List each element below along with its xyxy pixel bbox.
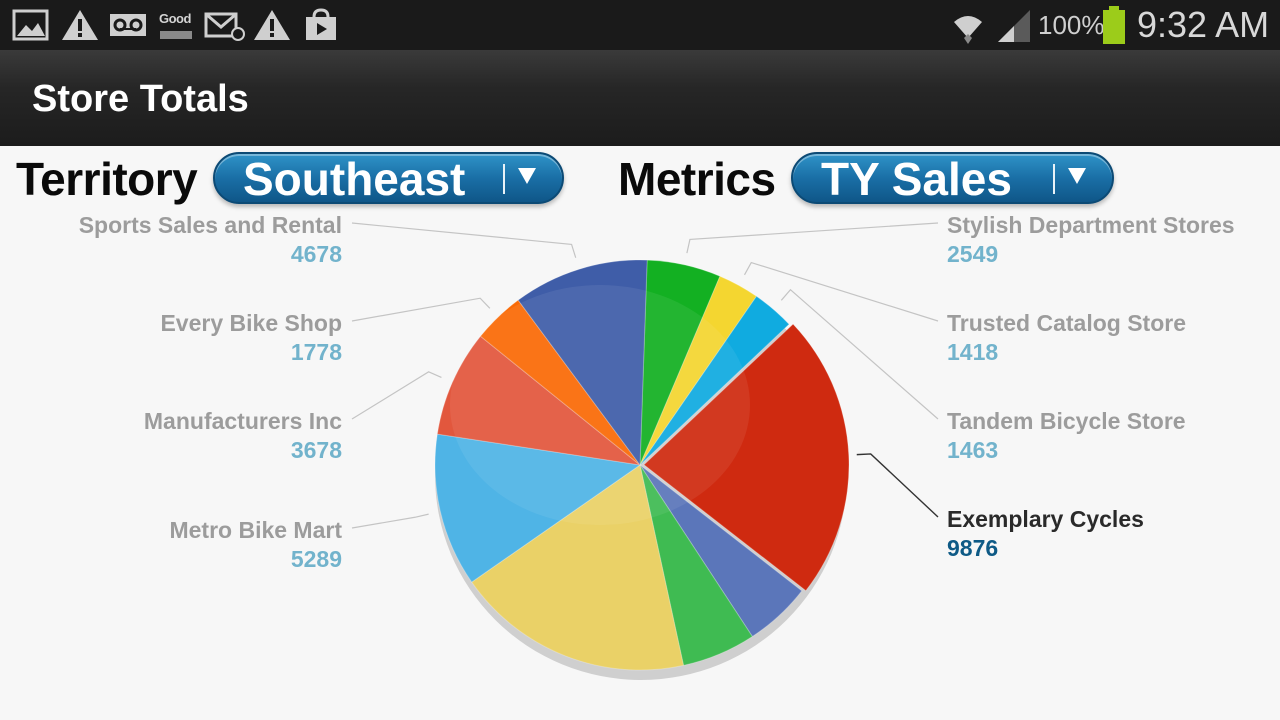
clock: 9:32 AM — [1137, 4, 1270, 45]
email-icon — [204, 8, 246, 42]
pie-slice-manufacturers-inc[interactable] — [436, 335, 642, 466]
status-bar: Good 100% 9:32 AM — [0, 0, 1280, 50]
pie-highlight — [450, 285, 750, 525]
pie-slice-metro-bike-mart[interactable] — [434, 433, 642, 583]
leader-line-tandem-bicycle-store — [780, 288, 939, 420]
label-sports-sales-and-rental[interactable]: Sports Sales and Rental 4678 — [78, 212, 342, 267]
gallery-icon — [12, 8, 50, 42]
leader-line-stylish-department-stores — [686, 222, 939, 254]
chevron-down-icon — [518, 168, 536, 184]
leader-line-trusted-catalog-store — [743, 261, 939, 322]
spinner-separator — [1053, 164, 1055, 194]
pie-slice-stylish-department-stores[interactable] — [639, 259, 721, 466]
pie-slice-unlabeled-4[interactable] — [639, 464, 803, 638]
leader-line-exemplary-cycles — [856, 453, 939, 518]
pie-slice-unlabeled-5[interactable] — [639, 464, 754, 666]
pie-slice-trusted-catalog-store[interactable] — [639, 275, 758, 466]
label-exemplary-cycles[interactable]: Exemplary Cycles 9876 — [947, 506, 1144, 561]
metrics-spinner[interactable]: TY Sales — [791, 152, 1114, 204]
page-title: Store Totals — [32, 78, 249, 120]
territory-value: Southeast — [243, 153, 466, 205]
battery-icon — [1102, 6, 1126, 44]
label-trusted-catalog-store[interactable]: Trusted Catalog Store 1418 — [947, 310, 1186, 365]
label-manufacturers-inc[interactable]: Manufacturers Inc 3678 — [143, 408, 342, 463]
spinner-separator — [503, 164, 505, 194]
leader-line-every-bike-shop — [351, 297, 491, 322]
leader-line-metro-bike-mart — [351, 513, 429, 529]
metrics-label: Metrics — [618, 153, 776, 205]
warning-icon — [60, 8, 100, 42]
territory-label: Territory — [16, 153, 198, 205]
leader-line-manufacturers-inc — [351, 371, 442, 420]
good-app-icon: Good — [158, 9, 194, 41]
label-stylish-department-stores[interactable]: Stylish Department Stores 2549 — [947, 212, 1235, 267]
pie-slice-sports-sales-and-rental[interactable] — [517, 259, 648, 467]
pie-slice-exemplary-cycles[interactable] — [643, 323, 850, 592]
voicemail-icon — [108, 8, 148, 42]
action-bar: Store Totals — [0, 50, 1280, 146]
play-store-icon — [302, 8, 340, 42]
pie-slice-every-bike-shop[interactable] — [479, 299, 641, 466]
signal-icon — [996, 8, 1032, 42]
label-tandem-bicycle-store[interactable]: Tandem Bicycle Store 1463 — [947, 408, 1186, 463]
wifi-icon — [950, 8, 986, 44]
chevron-down-icon — [1068, 168, 1086, 184]
pie-slice-tandem-bicycle-store[interactable] — [639, 295, 790, 466]
label-every-bike-shop[interactable]: Every Bike Shop 1778 — [160, 310, 342, 365]
leader-line-sports-sales-and-rental — [351, 222, 577, 258]
pie-slice-unlabeled-6[interactable] — [471, 464, 685, 671]
metrics-value: TY Sales — [821, 153, 1012, 205]
battery-percent: 100% — [1038, 10, 1105, 40]
label-metro-bike-mart[interactable]: Metro Bike Mart 5289 — [169, 517, 342, 572]
warning-icon — [252, 8, 292, 42]
territory-spinner[interactable]: Southeast — [213, 152, 564, 204]
